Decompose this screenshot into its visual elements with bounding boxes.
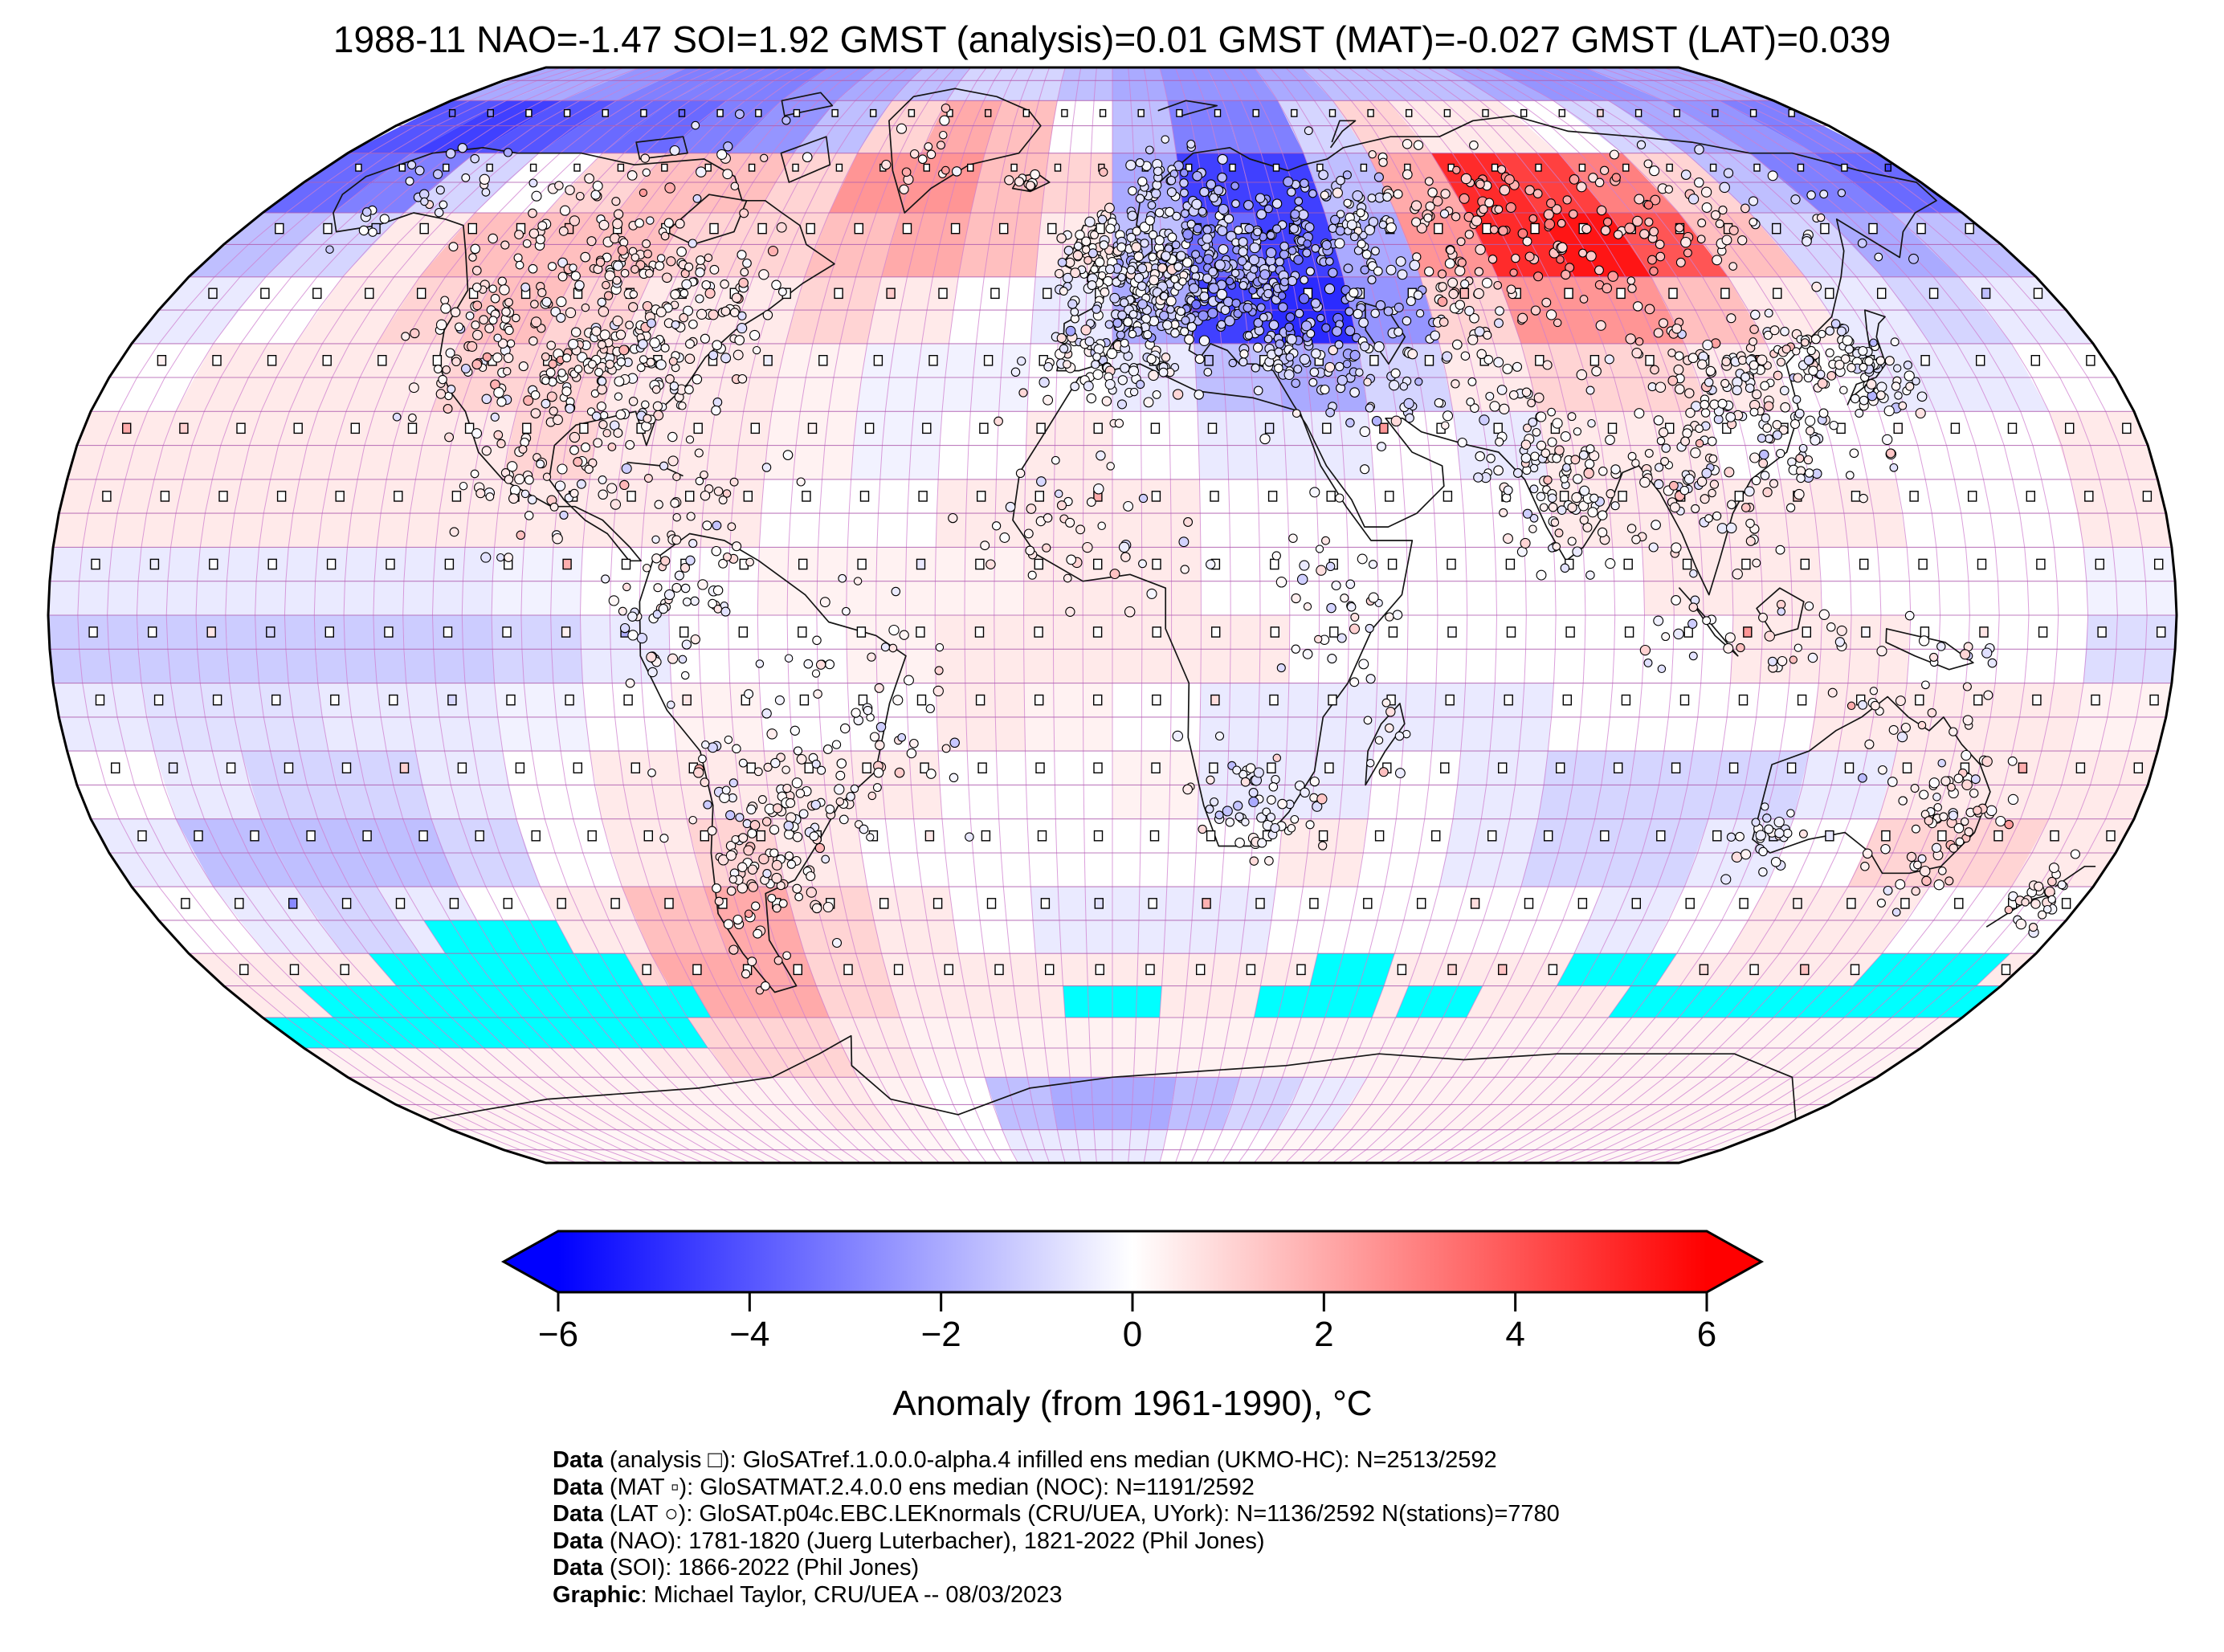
colorbar-tick-label: 4 xyxy=(1505,1315,1524,1354)
caption: Data (analysis □): GloSATref.1.0.0.0-alp… xyxy=(553,1447,1560,1609)
caption-line-nao: Data (NAO): 1781-1820 (Juerg Luterbacher… xyxy=(553,1528,1560,1556)
caption-prefix: Data xyxy=(553,1528,603,1554)
figure-title: 1988-11 NAO=-1.47 SOI=1.92 GMST (analysi… xyxy=(333,18,1891,60)
colorbar-tick-label: 2 xyxy=(1314,1315,1333,1354)
colorbar-axis-label: Anomaly (from 1961-1990), °C xyxy=(892,1384,1372,1423)
caption-prefix: Data xyxy=(553,1555,603,1581)
caption-line-mat: Data (MAT ▫): GloSATMAT.2.4.0.0 ens medi… xyxy=(553,1475,1560,1502)
colorbar-left-arrow xyxy=(504,1231,558,1292)
lat-station-markers xyxy=(325,103,2080,995)
caption-line-lat: Data (LAT ○): GloSAT.p04c.EBC.LEKnormals… xyxy=(553,1501,1560,1528)
caption-prefix: Data xyxy=(553,1501,603,1527)
caption-prefix: Data xyxy=(553,1474,603,1500)
caption-text: (MAT ▫): GloSATMAT.2.4.0.0 ens median (N… xyxy=(602,1474,1255,1500)
missing-data-cells xyxy=(262,920,2010,1048)
graticule xyxy=(47,67,2177,1164)
caption-text: (analysis □): GloSATref.1.0.0.0-alpha.4 … xyxy=(602,1447,1497,1473)
caption-line-graphic: Graphic: Michael Taylor, CRU/UEA -- 08/0… xyxy=(553,1582,1560,1609)
colorbar-right-arrow xyxy=(1707,1231,1761,1292)
caption-line-soi: Data (SOI): 1866-2022 (Phil Jones) xyxy=(553,1555,1560,1582)
caption-line-analysis: Data (analysis □): GloSATref.1.0.0.0-alp… xyxy=(553,1447,1560,1475)
colorbar-tick-label: −6 xyxy=(538,1315,578,1354)
colorbar-tick-label: 6 xyxy=(1697,1315,1716,1354)
map-boundary xyxy=(47,66,2178,1165)
colorbar-tick-label: −4 xyxy=(729,1315,769,1354)
caption-text: : Michael Taylor, CRU/UEA -- 08/03/2023 xyxy=(640,1581,1063,1608)
colorbar: −6 −4 −2 0 2 4 6 Anomaly (from 1961-1990), °C xyxy=(500,1230,1765,1423)
caption-text: (SOI): 1866-2022 (Phil Jones) xyxy=(602,1555,920,1581)
caption-text: (LAT ○): GloSAT.p04c.EBC.LEKnormals (CRU… xyxy=(602,1501,1560,1527)
caption-prefix: Data xyxy=(553,1447,603,1473)
colorbar-tick-label: 0 xyxy=(1123,1315,1142,1354)
caption-text: (NAO): 1781-1820 (Juerg Luterbacher), 18… xyxy=(602,1528,1265,1554)
colorbar-tick-label: −2 xyxy=(921,1315,961,1354)
caption-prefix: Graphic xyxy=(553,1581,641,1608)
colorbar-gradient xyxy=(558,1231,1707,1292)
